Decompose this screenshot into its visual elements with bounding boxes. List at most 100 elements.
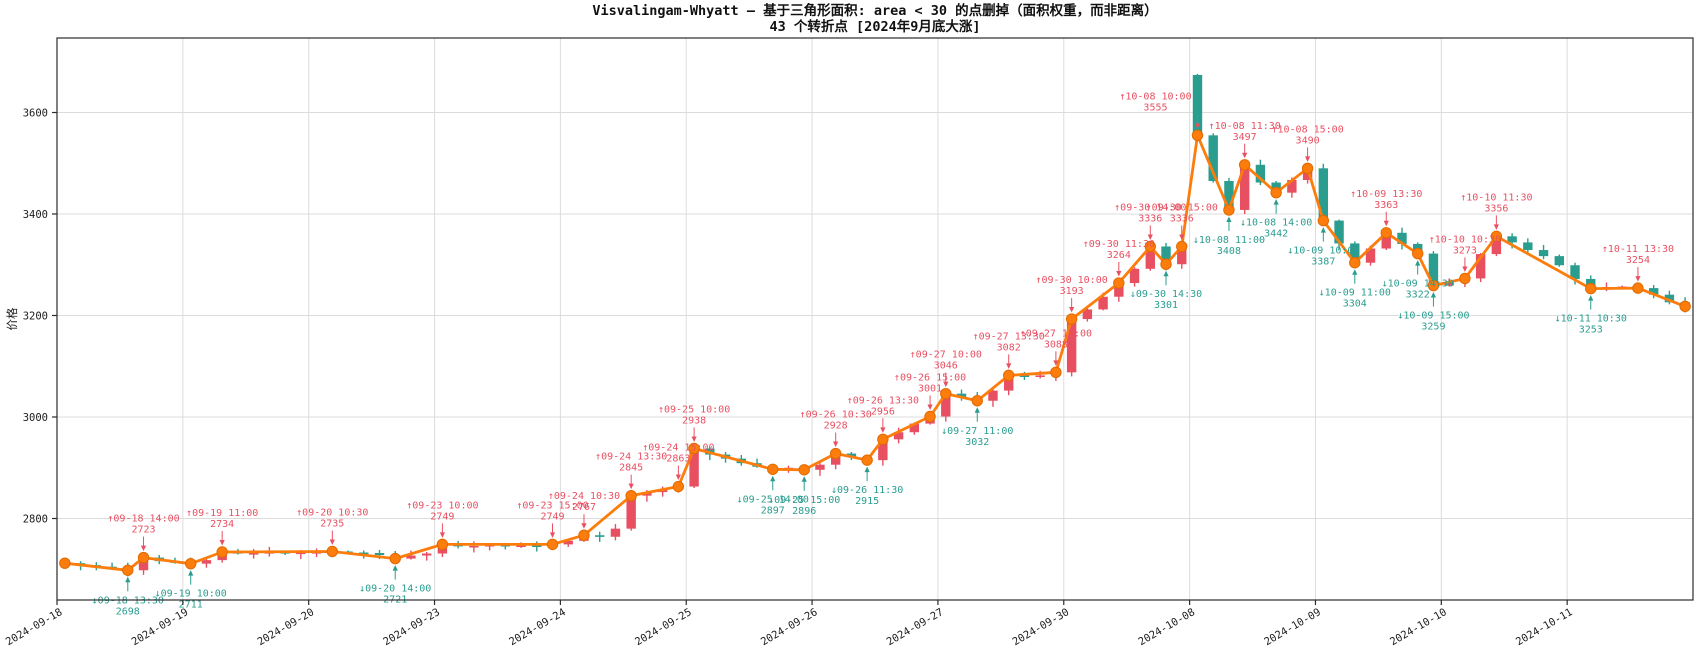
y-tick-label: 3600	[23, 107, 48, 119]
annotation-price: 3254	[1626, 255, 1650, 266]
annotation-price: 2749	[430, 511, 454, 522]
annotation-arrowhead	[549, 532, 556, 538]
annotation-arrowhead	[801, 476, 807, 482]
turning-point-marker	[861, 454, 873, 466]
turning-point-marker	[971, 395, 983, 407]
annotation-arrowhead	[1053, 360, 1059, 366]
annotation-timestamp: ↑10-08 10:00	[1119, 91, 1191, 102]
candle-body	[1350, 243, 1360, 263]
annotation-price: 3253	[1579, 325, 1603, 336]
turning-point-marker	[185, 557, 197, 570]
candle-body	[878, 439, 888, 461]
candle-body	[1318, 168, 1329, 221]
candle-body	[1381, 232, 1391, 249]
candle-body	[1066, 319, 1077, 373]
candle-body	[909, 423, 920, 433]
candle-body	[469, 545, 479, 548]
candle-body	[1004, 375, 1014, 391]
annotation-timestamp: ↑09-30 15:00	[1146, 202, 1218, 213]
annotation-price: 3032	[965, 437, 989, 448]
turning-point-marker	[1412, 247, 1424, 260]
turning-point-marker	[546, 538, 559, 551]
annotation-arrowhead	[1415, 260, 1421, 266]
annotation-timestamp: ↓09-25 15:00	[768, 495, 840, 506]
annotation-timestamp: ↓10-08 14:00	[1240, 218, 1312, 229]
candle-body	[815, 464, 825, 470]
candle-body	[138, 557, 149, 571]
candle-body	[956, 393, 967, 398]
turning-point-marker	[216, 546, 228, 558]
annotation-price: 3046	[934, 361, 958, 372]
annotation-arrowhead	[1352, 269, 1358, 275]
turning-point-marker	[1585, 282, 1597, 295]
annotation-arrowhead	[1147, 234, 1153, 240]
turning-point-marker	[436, 538, 449, 551]
candle-body	[988, 390, 998, 401]
turning-point-markers	[59, 129, 1691, 576]
turning-point-marker	[326, 545, 338, 558]
candle-body	[1397, 232, 1407, 244]
annotation-timestamp: ↑09-25 10:00	[658, 404, 730, 415]
annotation-price: 3490	[1296, 135, 1320, 146]
annotation-price: 3322	[1406, 290, 1430, 301]
candle-body	[1208, 135, 1218, 182]
annotation-arrowhead	[1430, 292, 1437, 298]
annotation-timestamp: ↑09-26 15:00	[894, 372, 966, 383]
candle-body	[1129, 268, 1140, 284]
candle-body	[626, 495, 636, 529]
candle-body	[893, 432, 904, 440]
annotation-timestamp: ↓10-11 10:30	[1555, 314, 1627, 325]
annotation-arrowhead	[943, 381, 949, 388]
turning-point-marker	[625, 489, 637, 502]
x-tick-label: 2024-09-23	[381, 606, 442, 648]
annotation-price: 3387	[1311, 257, 1335, 268]
annotation-price: 2845	[619, 463, 643, 474]
x-tick-label: 2024-09-30	[1011, 606, 1072, 648]
candle-body	[1538, 250, 1549, 257]
annotation-timestamp: ↓10-09 10:00	[1287, 246, 1359, 257]
candle-body	[248, 553, 259, 555]
candle-body	[1648, 288, 1659, 295]
annotation-arrowhead	[880, 427, 886, 433]
turning-point-marker	[767, 463, 779, 475]
turning-point-marker	[122, 564, 134, 576]
candle-body	[1491, 236, 1502, 255]
annotation-price: 2956	[871, 406, 895, 417]
x-tick-label: 2024-10-08	[1136, 606, 1197, 648]
turning-point-marker	[1490, 230, 1503, 243]
candle-body	[1507, 236, 1517, 243]
annotation-timestamp: ↓09-19 10:00	[155, 589, 227, 600]
turning-point-marker	[1065, 313, 1078, 325]
turning-point-marker	[1050, 366, 1062, 379]
annotation-arrowhead	[1242, 152, 1248, 159]
x-tick-label: 2024-10-09	[1262, 606, 1323, 648]
turning-point-marker	[578, 529, 590, 541]
annotation-price: 3442	[1264, 229, 1288, 240]
annotation-timestamp: ↑09-18 14:00	[107, 514, 179, 525]
chart-subtitle: 43 个转折点 [2024年9月底大涨]	[769, 19, 981, 35]
annotation-timestamp: ↓10-08 11:00	[1193, 235, 1265, 246]
annotation-timestamp: ↓09-18 13:30	[92, 595, 164, 606]
annotation-arrowhead	[219, 539, 225, 546]
turning-point-marker	[877, 433, 889, 446]
